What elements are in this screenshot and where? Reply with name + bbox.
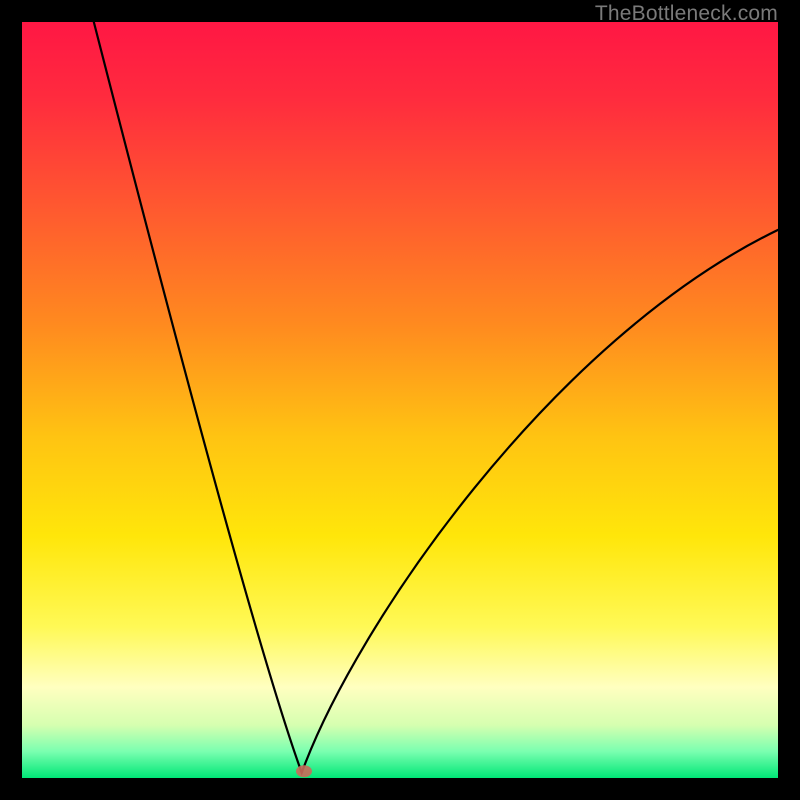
optimal-point-marker: [296, 765, 312, 777]
chart-container: TheBottleneck.com: [0, 0, 800, 800]
attribution-text: TheBottleneck.com: [595, 2, 778, 26]
plot-background: [22, 22, 778, 778]
bottleneck-chart: [0, 0, 800, 800]
